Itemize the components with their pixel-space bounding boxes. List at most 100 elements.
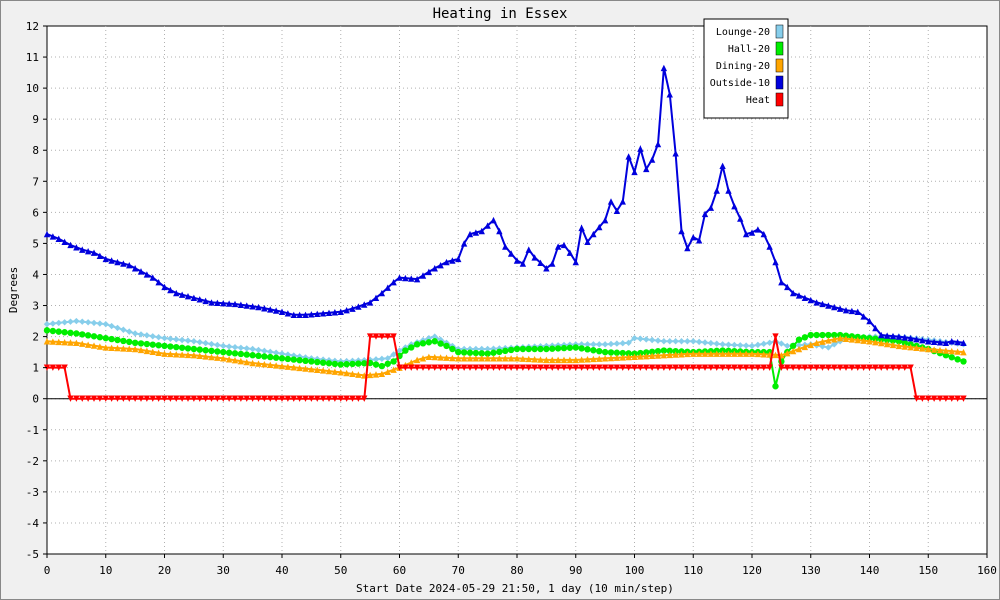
data-point-heat bbox=[61, 364, 68, 371]
data-point-outside-10 bbox=[173, 289, 180, 297]
data-point-outside-10 bbox=[695, 237, 703, 244]
data-point-heat bbox=[601, 364, 609, 371]
data-point-hall-20 bbox=[549, 345, 556, 352]
data-point-heat bbox=[55, 364, 62, 371]
data-point-outside-10 bbox=[942, 339, 950, 346]
data-point-lounge-20 bbox=[202, 339, 209, 347]
data-point-heat bbox=[413, 364, 421, 371]
data-point-dining-20 bbox=[619, 354, 626, 361]
data-point-hall-20 bbox=[131, 339, 139, 346]
y-tick-label: 11 bbox=[26, 51, 39, 64]
data-point-outside-10 bbox=[754, 226, 762, 233]
data-point-dining-20 bbox=[637, 353, 644, 360]
data-point-outside-10 bbox=[795, 292, 803, 299]
data-point-lounge-20 bbox=[666, 338, 673, 345]
data-point-dining-20 bbox=[842, 335, 850, 342]
data-point-heat bbox=[120, 395, 127, 402]
data-point-outside-10 bbox=[96, 252, 104, 260]
data-point-dining-20 bbox=[272, 362, 280, 369]
data-point-outside-10 bbox=[760, 230, 767, 238]
data-point-outside-10 bbox=[167, 286, 174, 294]
data-point-heat bbox=[96, 395, 104, 402]
data-point-outside-10 bbox=[648, 156, 656, 163]
data-point-outside-10 bbox=[278, 308, 286, 315]
data-point-lounge-20 bbox=[707, 339, 715, 347]
data-point-outside-10 bbox=[907, 334, 914, 342]
data-point-hall-20 bbox=[948, 354, 955, 361]
data-point-outside-10 bbox=[936, 339, 944, 346]
x-tick-label: 140 bbox=[860, 564, 880, 577]
data-point-hall-20 bbox=[384, 360, 391, 367]
x-tick-label: 0 bbox=[44, 564, 51, 577]
data-point-hall-20 bbox=[214, 348, 221, 355]
data-point-dining-20 bbox=[390, 366, 397, 373]
data-point-heat bbox=[155, 395, 162, 402]
data-point-outside-10 bbox=[449, 257, 456, 264]
y-tick-label: 2 bbox=[32, 331, 39, 344]
data-point-heat bbox=[748, 364, 756, 371]
data-point-outside-10 bbox=[208, 299, 215, 306]
y-tick-label: 8 bbox=[32, 144, 39, 157]
x-tick-label: 40 bbox=[275, 564, 288, 577]
data-point-outside-10 bbox=[789, 289, 797, 297]
data-point-dining-20 bbox=[349, 370, 356, 378]
data-point-lounge-20 bbox=[584, 341, 591, 348]
data-point-dining-20 bbox=[425, 353, 433, 360]
data-point-outside-10 bbox=[73, 244, 80, 251]
data-point-outside-10 bbox=[831, 303, 838, 311]
series-heat bbox=[43, 333, 967, 402]
data-point-dining-20 bbox=[137, 346, 145, 354]
data-point-heat bbox=[719, 364, 726, 371]
data-point-hall-20 bbox=[249, 352, 256, 359]
data-point-lounge-20 bbox=[725, 341, 732, 348]
data-point-dining-20 bbox=[531, 356, 538, 363]
data-point-hall-20 bbox=[120, 337, 127, 345]
data-point-heat bbox=[549, 364, 556, 371]
data-point-hall-20 bbox=[490, 349, 497, 356]
data-point-outside-10 bbox=[878, 331, 885, 339]
data-point-dining-20 bbox=[343, 369, 350, 377]
data-point-lounge-20 bbox=[754, 341, 762, 349]
data-point-outside-10 bbox=[396, 274, 403, 281]
grid bbox=[47, 26, 987, 554]
data-point-outside-10 bbox=[161, 283, 168, 291]
data-point-hall-20 bbox=[237, 350, 245, 358]
data-point-dining-20 bbox=[484, 355, 491, 362]
data-point-hall-20 bbox=[43, 327, 51, 334]
data-point-lounge-20 bbox=[625, 339, 632, 346]
data-point-outside-10 bbox=[126, 261, 133, 269]
data-point-outside-10 bbox=[525, 246, 532, 253]
y-tick-label: 4 bbox=[32, 268, 39, 281]
data-point-lounge-20 bbox=[243, 345, 250, 352]
data-point-lounge-20 bbox=[96, 320, 104, 327]
data-point-dining-20 bbox=[108, 344, 115, 351]
data-point-outside-10 bbox=[114, 258, 121, 266]
data-point-dining-20 bbox=[502, 355, 509, 362]
data-point-hall-20 bbox=[126, 338, 133, 346]
data-point-hall-20 bbox=[284, 355, 292, 363]
data-point-lounge-20 bbox=[684, 338, 691, 345]
data-point-hall-20 bbox=[496, 348, 503, 356]
data-point-heat bbox=[766, 364, 773, 371]
data-point-lounge-20 bbox=[672, 338, 679, 345]
x-tick-label: 110 bbox=[683, 564, 703, 577]
data-point-dining-20 bbox=[196, 352, 203, 360]
data-point-heat bbox=[67, 395, 74, 402]
data-point-dining-20 bbox=[208, 353, 215, 361]
data-point-hall-20 bbox=[49, 327, 57, 335]
data-point-hall-20 bbox=[807, 331, 814, 339]
x-tick-label: 30 bbox=[217, 564, 230, 577]
data-point-hall-20 bbox=[267, 353, 274, 361]
data-point-heat bbox=[625, 364, 632, 371]
data-point-outside-10 bbox=[531, 254, 538, 261]
y-axis-label: Degrees bbox=[7, 267, 20, 313]
data-point-dining-20 bbox=[760, 351, 767, 358]
data-point-heat bbox=[184, 395, 192, 402]
data-point-dining-20 bbox=[214, 354, 221, 361]
data-point-heat bbox=[131, 395, 139, 402]
data-point-heat bbox=[308, 395, 315, 402]
data-point-outside-10 bbox=[566, 249, 574, 256]
data-point-hall-20 bbox=[337, 361, 344, 368]
data-point-heat bbox=[460, 364, 468, 371]
data-point-outside-10 bbox=[784, 283, 791, 291]
